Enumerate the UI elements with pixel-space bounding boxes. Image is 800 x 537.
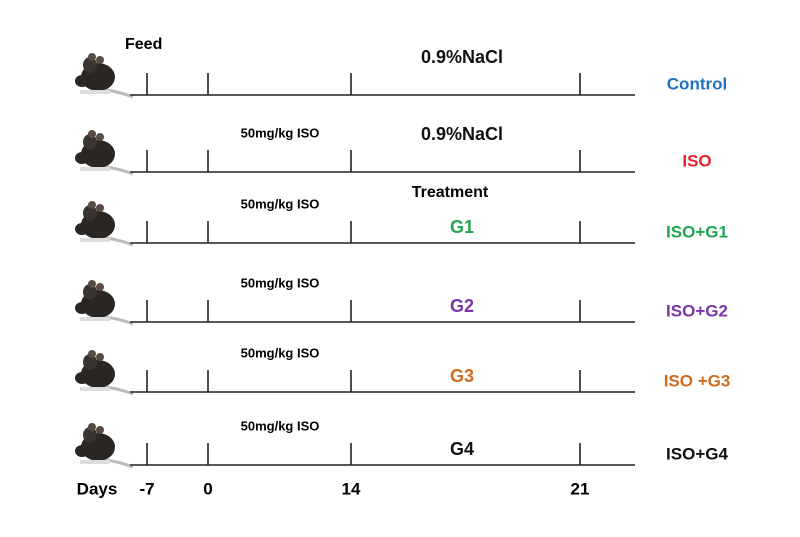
dose-label: 50mg/kg ISO — [241, 125, 320, 140]
dose-label: 50mg/kg ISO — [241, 196, 320, 211]
day-tick-label: 0 — [203, 479, 212, 498]
group-label: ISO +G3 — [664, 371, 731, 390]
dose-label: 50mg/kg ISO — [241, 275, 320, 290]
days-label: Days — [77, 479, 118, 498]
treatment-name: 0.9%NaCl — [421, 124, 503, 144]
dose-label: 50mg/kg ISO — [241, 418, 320, 433]
mouse-icon — [75, 130, 134, 176]
treatment-name: G1 — [450, 217, 474, 237]
day-tick-label: -7 — [139, 479, 154, 498]
group-label: ISO — [682, 151, 711, 170]
treatment-name: G3 — [450, 366, 474, 386]
mouse-icon — [75, 350, 134, 396]
group-label: Control — [667, 74, 727, 93]
treatment-name: 0.9%NaCl — [421, 47, 503, 67]
mouse-icon — [75, 280, 134, 326]
dose-label: 50mg/kg ISO — [241, 345, 320, 360]
day-tick-label: 14 — [342, 479, 361, 498]
mouse-icon — [75, 423, 134, 469]
treatment-label: Treatment — [412, 184, 489, 201]
mouse-icon — [75, 201, 134, 247]
treatment-name: G2 — [450, 296, 474, 316]
treatment-name: G4 — [450, 439, 474, 459]
feed-label: Feed — [125, 36, 162, 53]
group-label: ISO+G4 — [666, 444, 728, 463]
group-label: ISO+G1 — [666, 222, 728, 241]
day-tick-label: 21 — [571, 479, 590, 498]
group-label: ISO+G2 — [666, 301, 728, 320]
mouse-icon — [75, 53, 134, 99]
